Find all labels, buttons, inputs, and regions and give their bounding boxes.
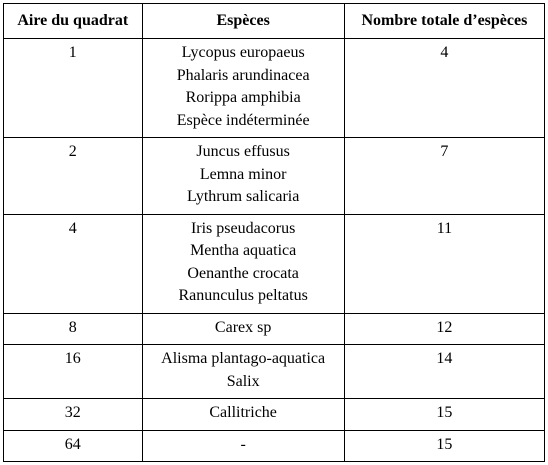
- header-aire: Aire du quadrat: [3, 3, 143, 39]
- cell-aire: 16: [3, 344, 143, 399]
- cell-nombre: 4: [343, 38, 546, 138]
- cell-nombre: 12: [343, 312, 546, 345]
- cell-especes: -: [141, 429, 345, 462]
- cell-aire: 4: [3, 213, 143, 314]
- table-row: 2 Juncus effusus Lemna minor Lythrum salica…: [3, 137, 546, 215]
- table-row: 64 - 15: [3, 429, 546, 462]
- cell-nombre: 11: [343, 213, 546, 314]
- cell-nombre: 15: [343, 429, 546, 462]
- cell-especes: Iris pseudacorus Mentha aquatica Oenanthe …: [141, 213, 345, 314]
- species-name: Ranunculus peltatus: [178, 287, 308, 304]
- species-name: Carex sp: [214, 318, 272, 336]
- species-name: Salix: [226, 372, 260, 390]
- species-name: Lemna minor: [199, 165, 287, 183]
- table-row: 8 Carex sp 12: [3, 312, 546, 345]
- cell-especes: Alisma plantago-aquatica Salix: [141, 344, 345, 399]
- species-name: Lycopus europaeus: [181, 44, 305, 61]
- species-name: Oenanthe crocata: [187, 264, 299, 282]
- cell-aire: 8: [3, 312, 143, 345]
- cell-especes: Lycopus europaeus Phalaris arundinacea Ror…: [141, 38, 345, 138]
- header-especes: Espèces: [141, 3, 345, 39]
- cell-nombre: 7: [343, 137, 546, 215]
- table-row: 1 Lycopus europaeus Phalaris arundinacea Ro…: [3, 38, 546, 138]
- species-name: Iris pseudacorus: [190, 219, 296, 237]
- species-name: Juncus effusus: [196, 143, 290, 160]
- species-name: Rorippa amphibia: [185, 89, 301, 106]
- species-name: Phalaris arundinacea: [176, 66, 310, 84]
- table-row: 32 Callitriche 15: [3, 398, 546, 431]
- species-name: Espèce indéterminée: [176, 111, 310, 129]
- cell-nombre: 15: [343, 398, 546, 431]
- header-row: Aire du quadrat Espèces Nombre totale d’…: [3, 3, 546, 39]
- species-name: Lythrum salicaria: [186, 188, 300, 205]
- cell-aire: 64: [3, 429, 143, 462]
- species-name: Callitriche: [209, 404, 277, 421]
- cell-nombre: 14: [343, 344, 546, 399]
- species-name: Mentha aquatica: [190, 242, 297, 259]
- species-name: -: [240, 435, 246, 453]
- cell-especes: Callitriche: [141, 398, 345, 431]
- cell-aire: 2: [3, 137, 143, 215]
- cell-especes: Carex sp: [141, 312, 345, 345]
- cell-aire: 1: [3, 38, 143, 138]
- species-table: Aire du quadrat Espèces Nombre totale d’…: [3, 3, 546, 462]
- table-row: 16 Alisma plantago-aquatica Salix 14: [3, 344, 546, 399]
- species-name: Alisma plantago-aquatica: [161, 350, 326, 367]
- table-row: 4 Iris pseudacorus Mentha aquatica Oenanthe…: [3, 213, 546, 314]
- cell-especes: Juncus effusus Lemna minor Lythrum salicar…: [141, 137, 345, 215]
- cell-aire: 32: [3, 398, 143, 431]
- header-nombre: Nombre totale d’espèces: [343, 3, 546, 39]
